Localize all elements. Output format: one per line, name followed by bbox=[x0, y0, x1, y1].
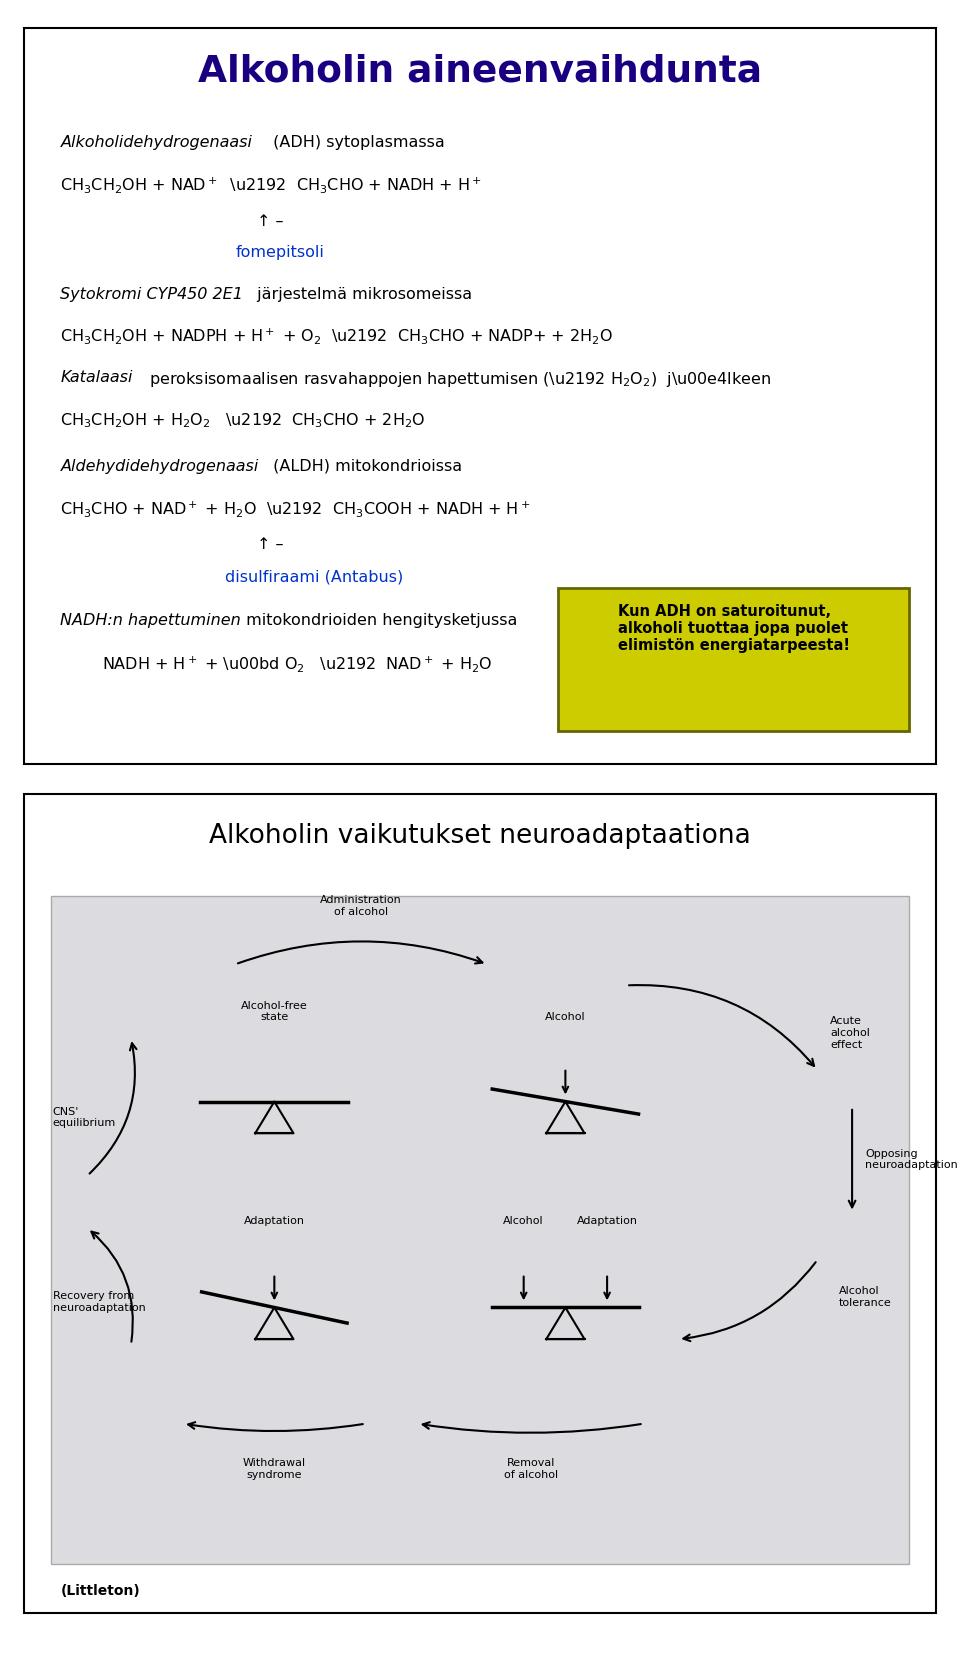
Text: Adaptation: Adaptation bbox=[244, 1216, 305, 1226]
Text: Alkoholin aineenvaihdunta: Alkoholin aineenvaihdunta bbox=[198, 55, 762, 89]
Text: fomepitsoli: fomepitsoli bbox=[235, 245, 324, 260]
Text: Recovery from
neuroadaptation: Recovery from neuroadaptation bbox=[53, 1292, 146, 1313]
Text: Opposing
neuroadaptation: Opposing neuroadaptation bbox=[865, 1150, 958, 1171]
Text: Alcohol
tolerance: Alcohol tolerance bbox=[839, 1287, 892, 1308]
Text: Alcohol: Alcohol bbox=[545, 1012, 586, 1022]
FancyBboxPatch shape bbox=[558, 587, 908, 731]
Text: Aldehydidehydrogenaasi: Aldehydidehydrogenaasi bbox=[60, 458, 259, 473]
Text: järjestelmä mikrosomeissa: järjestelmä mikrosomeissa bbox=[252, 288, 472, 303]
Text: Kun ADH on saturoitunut,
alkoholi tuottaa jopa puolet
elimistön energiatarpeesta: Kun ADH on saturoitunut, alkoholi tuotta… bbox=[617, 604, 850, 653]
Text: CH$_3$CHO + NAD$^+$ + H$_2$O  \u2192  CH$_3$COOH + NADH + H$^+$: CH$_3$CHO + NAD$^+$ + H$_2$O \u2192 CH$_… bbox=[60, 500, 531, 519]
Text: Withdrawal
syndrome: Withdrawal syndrome bbox=[243, 1459, 306, 1480]
Text: (ADH) sytoplasmassa: (ADH) sytoplasmassa bbox=[269, 136, 445, 151]
Text: Administration
of alcohol: Administration of alcohol bbox=[321, 895, 402, 916]
Text: CH$_3$CH$_2$OH + H$_2$O$_2$   \u2192  CH$_3$CHO + 2H$_2$O: CH$_3$CH$_2$OH + H$_2$O$_2$ \u2192 CH$_3… bbox=[60, 410, 426, 430]
Text: ↑ –: ↑ – bbox=[256, 213, 283, 228]
Text: Sytokromi CYP450 2E1: Sytokromi CYP450 2E1 bbox=[60, 288, 243, 303]
Text: CH$_3$CH$_2$OH + NAD$^+$  \u2192  CH$_3$CHO + NADH + H$^+$: CH$_3$CH$_2$OH + NAD$^+$ \u2192 CH$_3$CH… bbox=[60, 175, 482, 195]
Text: Katalaasi: Katalaasi bbox=[60, 370, 133, 385]
Text: Alcohol: Alcohol bbox=[503, 1216, 544, 1226]
Text: peroksisomaalisen rasvahappojen hapettumisen (\u2192 H$_2$O$_2$)  j\u00e4lkeen: peroksisomaalisen rasvahappojen hapettum… bbox=[144, 370, 772, 389]
Text: (ALDH) mitokondrioissa: (ALDH) mitokondrioissa bbox=[269, 458, 463, 473]
Text: mitokondrioiden hengitysketjussa: mitokondrioiden hengitysketjussa bbox=[241, 614, 517, 629]
Text: Alkoholidehydrogenaasi: Alkoholidehydrogenaasi bbox=[60, 136, 252, 151]
Text: Adaptation: Adaptation bbox=[577, 1216, 637, 1226]
Text: Acute
alcohol
effect: Acute alcohol effect bbox=[830, 1016, 871, 1050]
Text: Alcohol-free
state: Alcohol-free state bbox=[241, 1001, 308, 1022]
Text: disulfiraami (Antabus): disulfiraami (Antabus) bbox=[225, 569, 403, 584]
Text: Alkoholin vaikutukset neuroadaptaationa: Alkoholin vaikutukset neuroadaptaationa bbox=[209, 822, 751, 849]
Bar bbox=[52, 896, 908, 1563]
Text: ↑ –: ↑ – bbox=[256, 538, 283, 552]
Text: CNS'
equilibrium: CNS' equilibrium bbox=[53, 1107, 116, 1128]
Text: NADH:n hapettuminen: NADH:n hapettuminen bbox=[60, 614, 241, 629]
Text: (Littleton): (Littleton) bbox=[60, 1585, 140, 1598]
Text: Removal
of alcohol: Removal of alcohol bbox=[504, 1459, 558, 1480]
Text: NADH + H$^+$ + \u00bd O$_2$   \u2192  NAD$^+$ + H$_2$O: NADH + H$^+$ + \u00bd O$_2$ \u2192 NAD$^… bbox=[102, 653, 492, 673]
Text: CH$_3$CH$_2$OH + NADPH + H$^+$ + O$_2$  \u2192  CH$_3$CHO + NADP+ + 2H$_2$O: CH$_3$CH$_2$OH + NADPH + H$^+$ + O$_2$ \… bbox=[60, 326, 613, 346]
